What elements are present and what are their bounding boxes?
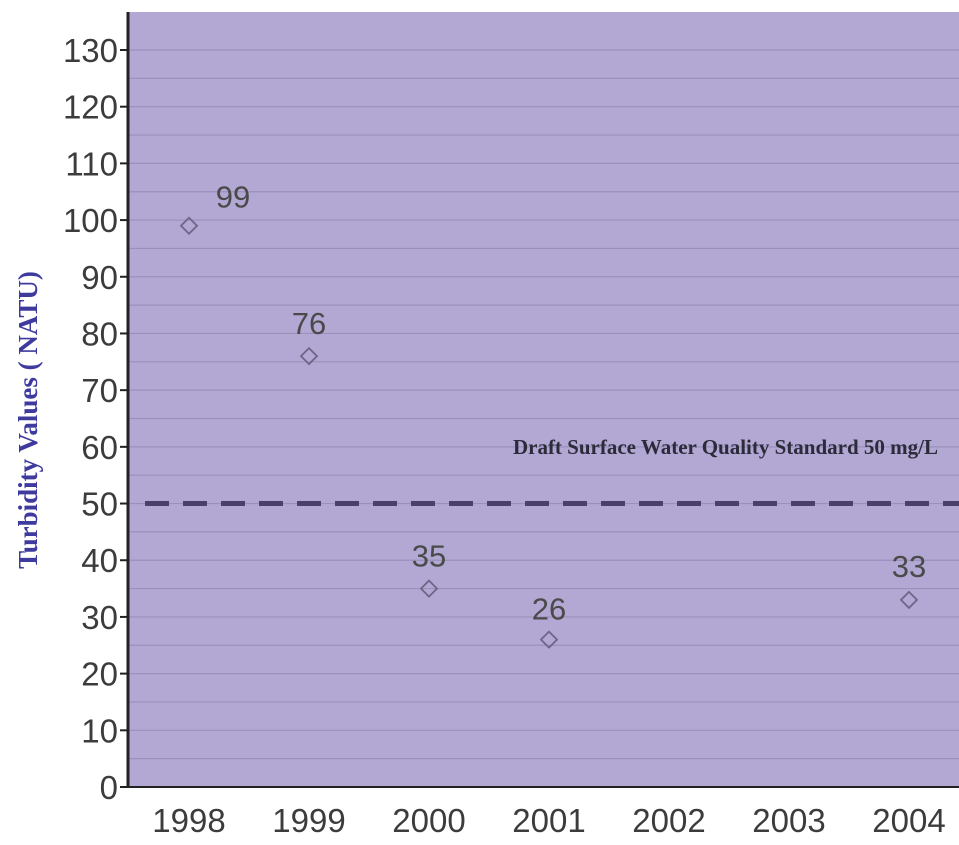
reference-line-label: Draft Surface Water Quality Standard 50 … <box>513 435 938 459</box>
y-tick-label: 40 <box>81 542 118 579</box>
y-axis-title: Turbidity Values ( NATU) <box>13 271 43 569</box>
data-point-marker <box>899 590 919 610</box>
y-tick-label: 50 <box>81 486 118 523</box>
y-tick-label: 70 <box>81 372 118 409</box>
data-point-marker <box>299 346 319 366</box>
y-tick-label: 30 <box>81 599 118 636</box>
x-tick-label: 2004 <box>872 802 945 839</box>
data-point-marker <box>419 579 439 598</box>
y-ticks: 0 10 20 30 40 50 60 70 80 90 100 110 120 130 <box>63 32 128 806</box>
plot-area <box>128 12 959 787</box>
x-tick-label: 1999 <box>272 802 345 839</box>
data-point-marker <box>539 630 559 649</box>
gridlines <box>128 49 959 760</box>
data-point-label: 99 <box>216 180 250 215</box>
y-tick-label: 90 <box>81 259 118 296</box>
y-tick-label: 10 <box>81 712 118 749</box>
data-point-label: 33 <box>892 549 926 584</box>
y-tick-label: 120 <box>63 89 118 126</box>
x-tick-label: 2001 <box>512 802 585 839</box>
data-point-marker <box>179 216 199 236</box>
x-tick-label: 2000 <box>392 802 465 839</box>
y-tick-label: 80 <box>81 315 118 352</box>
x-tick-label: 1998 <box>152 802 225 839</box>
y-tick-label: 100 <box>63 202 118 239</box>
y-tick-label: 0 <box>100 769 118 806</box>
y-tick-label: 110 <box>65 145 118 182</box>
data-points: 99 76 35 26 33 <box>179 180 926 649</box>
x-tick-label: 2002 <box>632 802 705 839</box>
y-tick-label: 130 <box>63 32 118 69</box>
y-tick-label: 60 <box>81 429 118 466</box>
x-tick-label: 2003 <box>752 802 825 839</box>
x-ticks: 1998 1999 2000 2001 2002 2003 2004 <box>152 802 945 839</box>
y-tick-label: 20 <box>81 656 118 693</box>
data-point-label: 35 <box>412 539 446 574</box>
data-point-label: 26 <box>532 592 566 627</box>
data-point-label: 76 <box>292 306 326 341</box>
